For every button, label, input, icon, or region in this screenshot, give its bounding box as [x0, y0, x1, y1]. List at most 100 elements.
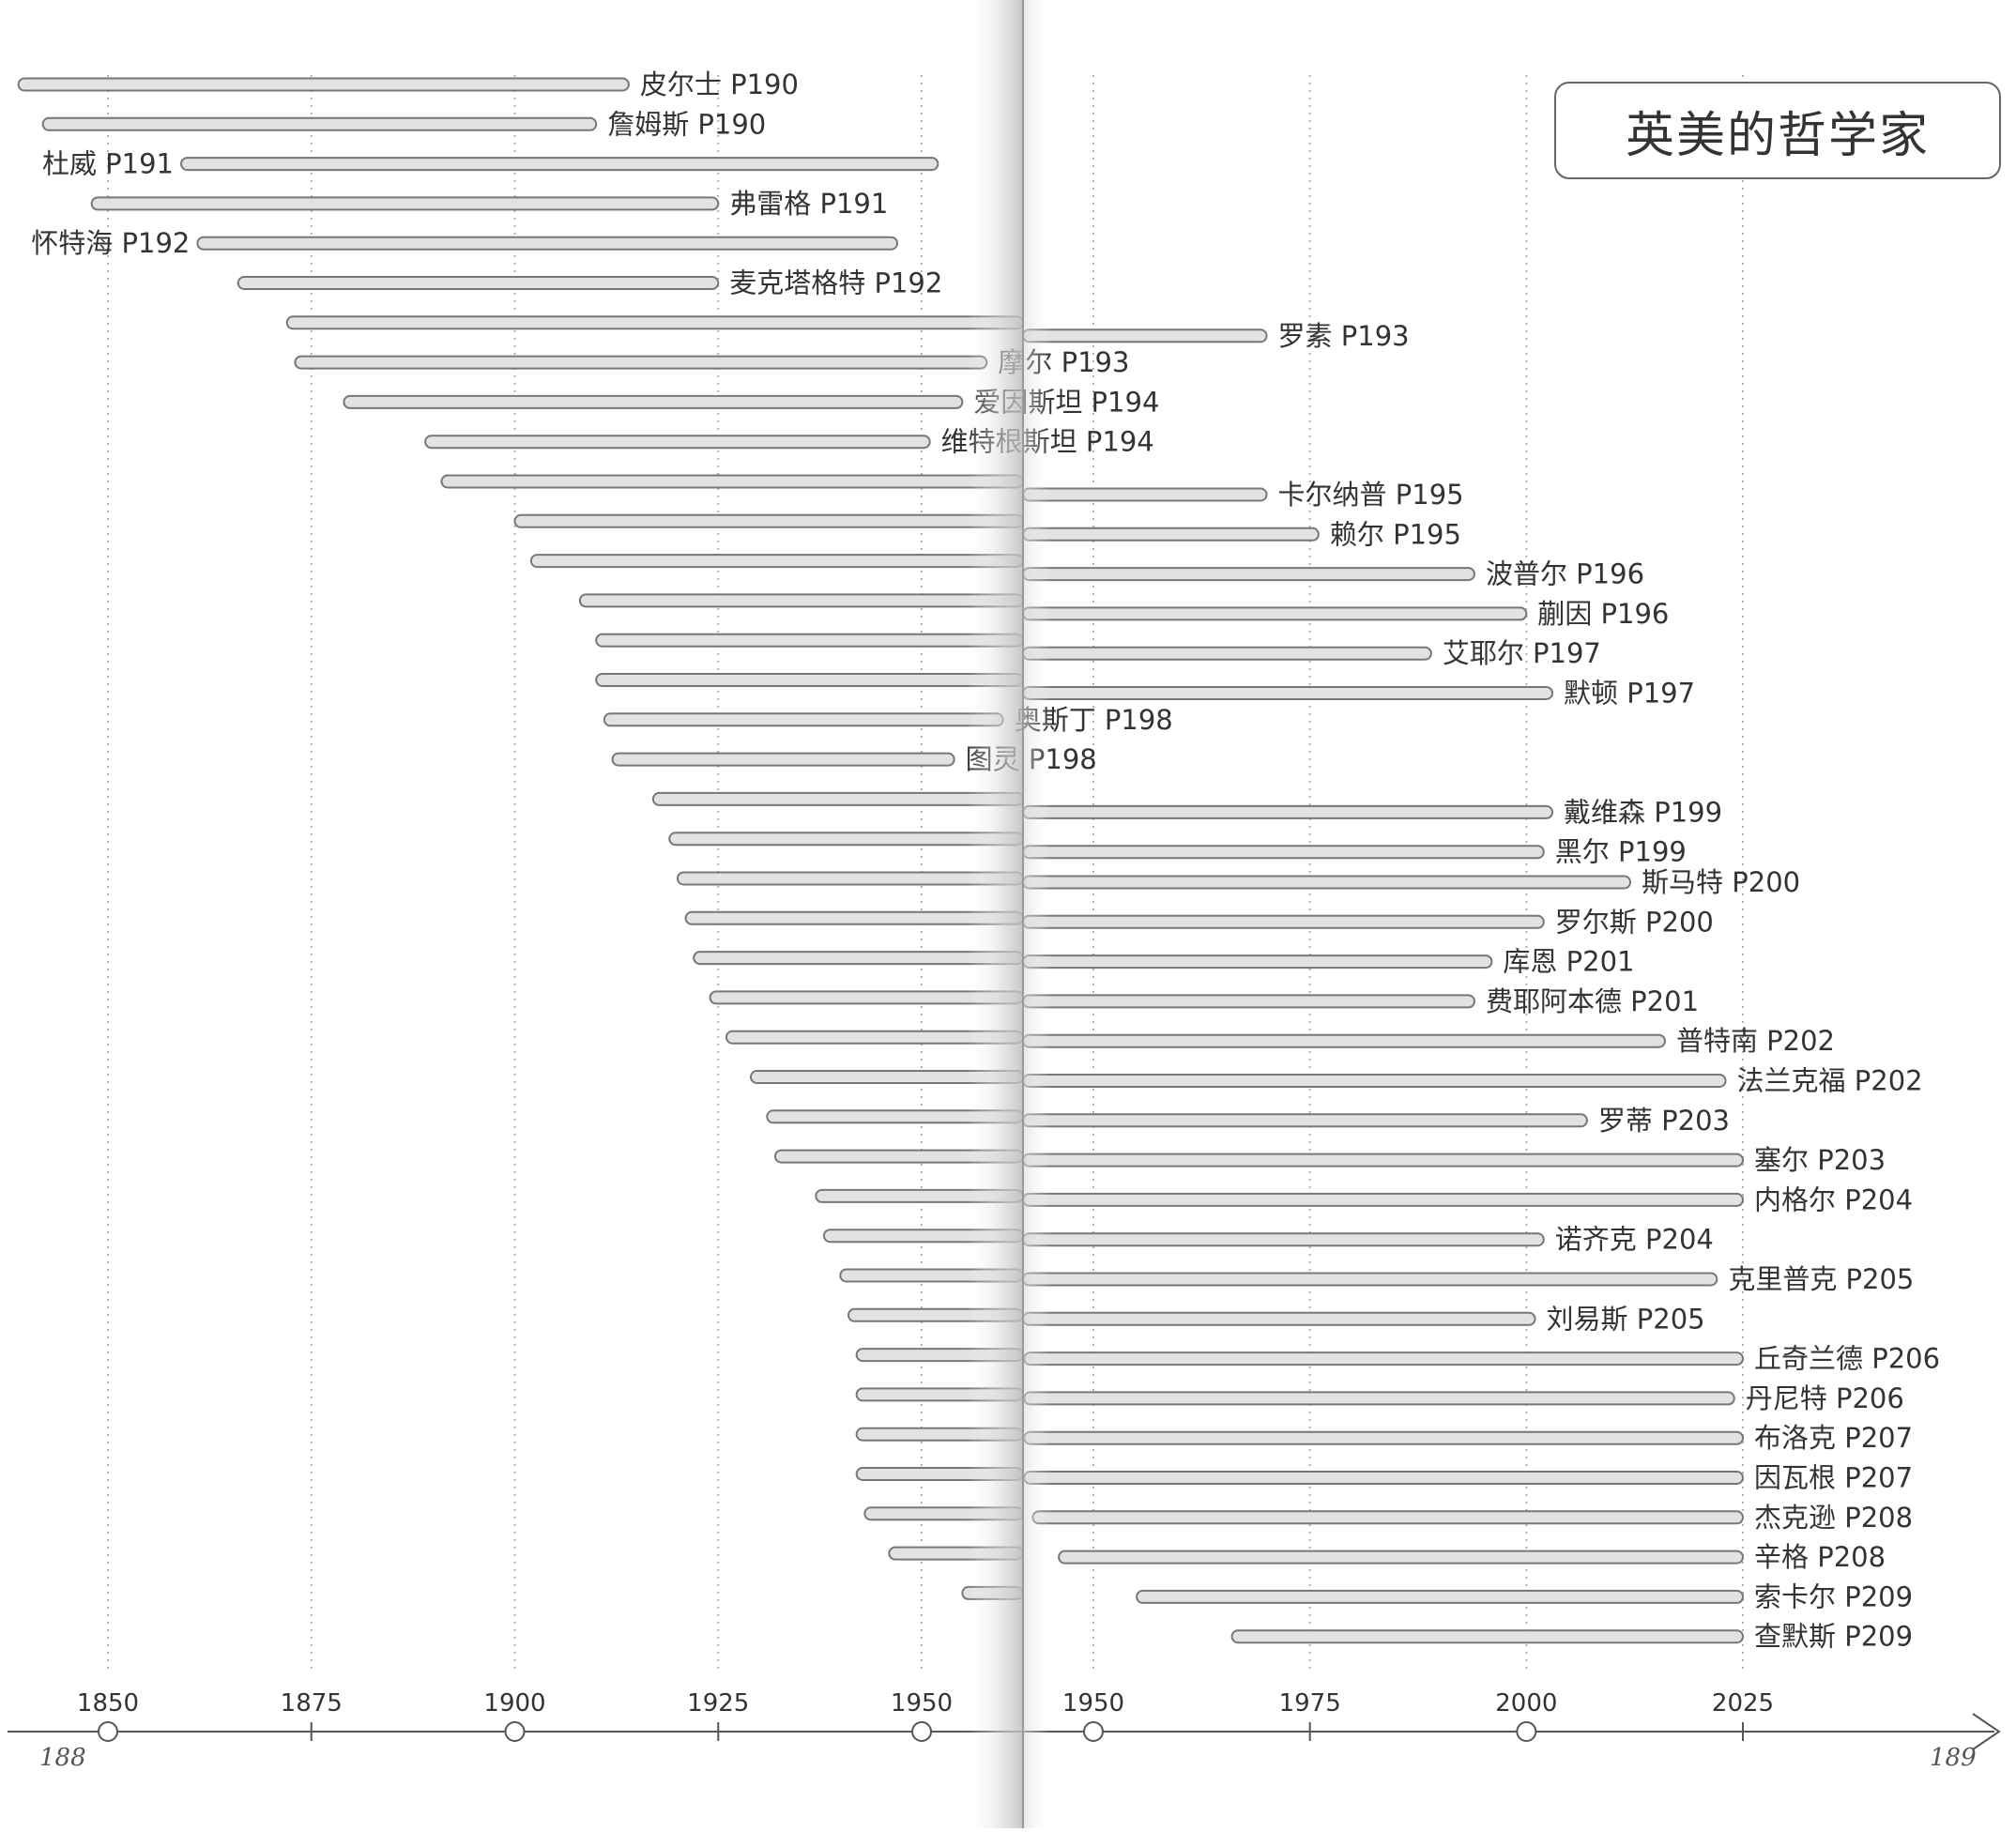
lifespan-bar-continued — [1022, 804, 1554, 819]
lifespan-bar-continued — [1023, 1471, 1744, 1485]
philosopher-label: 艾耶尔 P197 — [1443, 637, 1601, 669]
tick-label-left-1875: 1875 — [281, 1689, 343, 1718]
axis-marker-circle — [1083, 1721, 1104, 1742]
lifespan-bar-continued — [1022, 1272, 1718, 1287]
page-gutter-shadow — [967, 0, 1023, 1828]
lifespan-bar — [41, 116, 598, 131]
lifespan-bar — [529, 554, 1024, 569]
lifespan-bar-continued — [1022, 875, 1632, 890]
lifespan-bar-continued — [1022, 606, 1528, 621]
philosopher-label: 杰克逊 P208 — [1754, 1502, 1913, 1534]
philosopher-label: 克里普克 P205 — [1728, 1263, 1914, 1295]
axis-arrow-icon — [1972, 1713, 2001, 1750]
lifespan-bar-continued — [1022, 567, 1475, 582]
philosopher-label: 内格尔 P204 — [1754, 1183, 1913, 1215]
lifespan-bar-continued — [1022, 1232, 1545, 1247]
lifespan-bar — [424, 435, 931, 450]
lifespan-bar — [603, 712, 1004, 727]
lifespan-bar-continued — [1022, 914, 1545, 929]
page-gutter-shadow-right — [1023, 0, 1051, 1828]
lifespan-bar — [237, 276, 720, 290]
lifespan-bar-continued — [1136, 1589, 1744, 1604]
lifespan-bar — [294, 355, 988, 370]
philosopher-label: 普特南 P202 — [1676, 1025, 1835, 1057]
lifespan-bar — [343, 394, 964, 409]
philosopher-label: 蒯因 P196 — [1537, 598, 1669, 630]
axis-marker-circle — [98, 1721, 118, 1742]
lifespan-bar-continued — [1023, 1391, 1735, 1406]
lifespan-bar-continued — [1022, 328, 1268, 344]
lifespan-bar-continued — [1022, 1192, 1744, 1207]
philosopher-label: 卡尔纳普 P195 — [1278, 479, 1464, 511]
philosopher-label: 波普尔 P196 — [1486, 558, 1644, 590]
lifespan-bar — [180, 157, 939, 172]
philosopher-label: 塞尔 P203 — [1754, 1144, 1886, 1176]
philosopher-label: 罗素 P193 — [1278, 320, 1410, 352]
philosopher-label: 丘奇兰德 P206 — [1754, 1343, 1940, 1375]
philosopher-label: 法兰克福 P202 — [1737, 1065, 1923, 1097]
lifespan-bar-continued — [1022, 646, 1432, 661]
lifespan-bar — [595, 673, 1024, 687]
philosopher-label: 杜威 P191 — [42, 148, 174, 180]
philosopher-label: 辛格 P208 — [1754, 1541, 1886, 1573]
tick-label-right-2025: 2025 — [1712, 1689, 1774, 1718]
page-number-left: 188 — [39, 1744, 86, 1772]
tick-label-right-2000: 2000 — [1495, 1689, 1557, 1718]
philosopher-label: 怀特海 P192 — [31, 227, 190, 259]
philosopher-label: 黑尔 P199 — [1555, 836, 1687, 868]
philosopher-label: 麦克塔格特 P192 — [729, 267, 942, 299]
lifespan-bar — [285, 315, 1024, 330]
lifespan-bar-continued — [1031, 1510, 1744, 1525]
philosopher-label: 皮尔士 P190 — [640, 69, 799, 100]
tick-label-left-1850: 1850 — [77, 1689, 139, 1718]
lifespan-bar-continued — [1022, 1033, 1666, 1048]
philosopher-label: 索卡尔 P209 — [1754, 1580, 1913, 1612]
philosopher-label: 弗雷格 P191 — [729, 188, 888, 220]
lifespan-bar-continued — [1022, 1311, 1536, 1326]
lifespan-bar-continued — [1023, 1351, 1744, 1366]
philosopher-label: 赖尔 P195 — [1330, 518, 1461, 550]
lifespan-bar-continued — [1022, 845, 1545, 860]
page-number-right: 189 — [1930, 1744, 1977, 1772]
philosopher-label: 默顿 P197 — [1564, 678, 1695, 710]
lifespan-bar — [595, 633, 1024, 648]
philosopher-label: 丹尼特 P206 — [1746, 1382, 1904, 1414]
tick-label-left-1925: 1925 — [687, 1689, 749, 1718]
lifespan-bar-continued — [1058, 1550, 1745, 1565]
lifespan-bar — [17, 77, 630, 92]
philosopher-label: 因瓦根 P207 — [1754, 1462, 1913, 1494]
lifespan-bar-continued — [1022, 1113, 1588, 1128]
tick-label-right-1975: 1975 — [1279, 1689, 1341, 1718]
lifespan-bar — [578, 593, 1024, 608]
axis-marker-circle — [504, 1721, 526, 1742]
philosopher-label: 斯马特 P200 — [1642, 866, 1800, 898]
philosopher-label: 查默斯 P209 — [1754, 1621, 1913, 1653]
lifespan-bar-continued — [1023, 1430, 1744, 1445]
lifespan-bar-continued — [1022, 686, 1554, 700]
axis-marker-circle — [911, 1721, 932, 1742]
lifespan-bar-continued — [1022, 1074, 1727, 1088]
chart-title: 英美的哲学家 — [1625, 107, 1930, 164]
tick-label-left-1950: 1950 — [891, 1689, 953, 1718]
lifespan-bar-continued — [1022, 954, 1493, 969]
lifespan-bar — [90, 196, 720, 211]
time-axis: 1850 1875 1900 1925 1950 1950 1975 2000 2025 — [8, 1689, 2001, 1750]
chart-title-box: 英美的哲学家 — [1554, 82, 2001, 179]
lifespan-bar — [440, 474, 1025, 489]
lifespan-bar — [611, 752, 955, 767]
lifespan-bar — [196, 236, 898, 251]
lifespan-bar-continued — [1022, 1153, 1744, 1168]
tick-label-right-1950: 1950 — [1062, 1689, 1124, 1718]
philosopher-label: 詹姆斯 P190 — [607, 108, 766, 140]
philosopher-label: 罗尔斯 P200 — [1555, 906, 1714, 938]
philosopher-label: 戴维森 P199 — [1564, 796, 1722, 828]
philosopher-label: 布洛克 P207 — [1754, 1422, 1913, 1454]
philosopher-label: 库恩 P201 — [1503, 946, 1634, 978]
tick-label-left-1900: 1900 — [483, 1689, 545, 1718]
philosopher-label: 费耶阿本德 P201 — [1486, 985, 1699, 1017]
lifespan-bar-continued — [1022, 487, 1268, 502]
lifespan-bar — [513, 513, 1024, 528]
philosopher-label: 罗蒂 P203 — [1598, 1105, 1730, 1137]
